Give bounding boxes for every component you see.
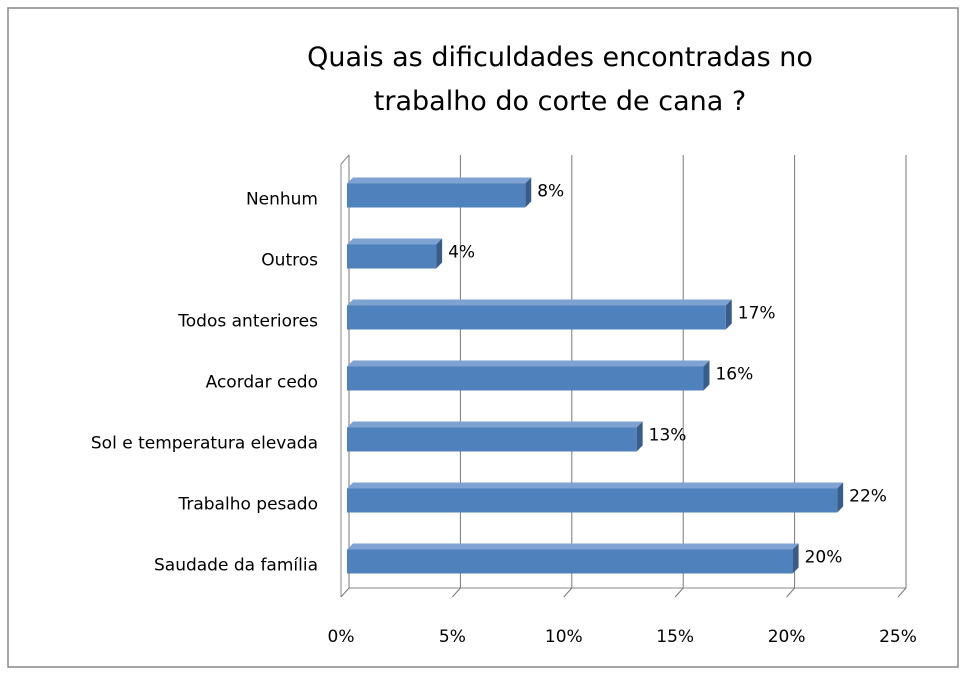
bar <box>347 488 838 513</box>
y-tick-label: Saudade da família <box>154 556 318 576</box>
data-label: 8% <box>537 182 564 202</box>
bar-top <box>347 299 732 306</box>
bar-top <box>347 238 443 245</box>
bar-side <box>525 177 532 208</box>
grid-line <box>452 587 461 598</box>
data-label: 4% <box>448 243 475 263</box>
bar-top <box>347 482 844 489</box>
data-label: 17% <box>738 304 776 324</box>
bar-side <box>837 482 844 513</box>
bar <box>347 549 793 574</box>
grid-line <box>563 587 573 598</box>
data-label: 20% <box>805 548 843 568</box>
x-tick-label: 15% <box>656 627 694 647</box>
bar-side <box>636 421 643 452</box>
bar-side <box>792 543 799 574</box>
data-label: 22% <box>849 487 887 507</box>
bar-side <box>725 299 732 330</box>
x-tick-label: 5% <box>439 627 466 647</box>
bar-side <box>436 238 443 269</box>
y-tick-label: Trabalho pesado <box>177 495 318 515</box>
bar-top <box>347 543 799 550</box>
bar <box>347 305 726 330</box>
wall-edge <box>340 154 350 165</box>
data-label: 16% <box>715 365 753 385</box>
bar <box>347 183 526 208</box>
chart-title: Quais as dificuldades encontradas no tra… <box>307 42 813 117</box>
grid-line <box>674 587 684 598</box>
bar-top <box>347 177 532 184</box>
y-tick-label: Nenhum <box>246 190 318 210</box>
x-tick-label: 0% <box>328 627 355 647</box>
data-label: 13% <box>649 426 687 446</box>
bar-side <box>703 360 710 391</box>
y-tick-label: Outros <box>261 251 318 271</box>
x-tick-label: 10% <box>545 627 583 647</box>
y-tick-label: Todos anteriores <box>177 312 318 332</box>
chart-frame <box>7 7 959 668</box>
y-tick-label: Acordar cedo <box>206 373 318 393</box>
grid-line <box>897 587 907 598</box>
bar <box>347 244 437 269</box>
grid-line <box>340 587 350 598</box>
bar <box>347 427 637 452</box>
bar-top <box>347 421 643 428</box>
y-tick-label: Sol e temperatura elevada <box>91 434 318 454</box>
bar-top <box>347 360 710 367</box>
bar <box>347 366 704 391</box>
grid-line <box>786 587 795 598</box>
x-tick-label: 20% <box>768 627 806 647</box>
x-tick-label: 25% <box>879 627 917 647</box>
